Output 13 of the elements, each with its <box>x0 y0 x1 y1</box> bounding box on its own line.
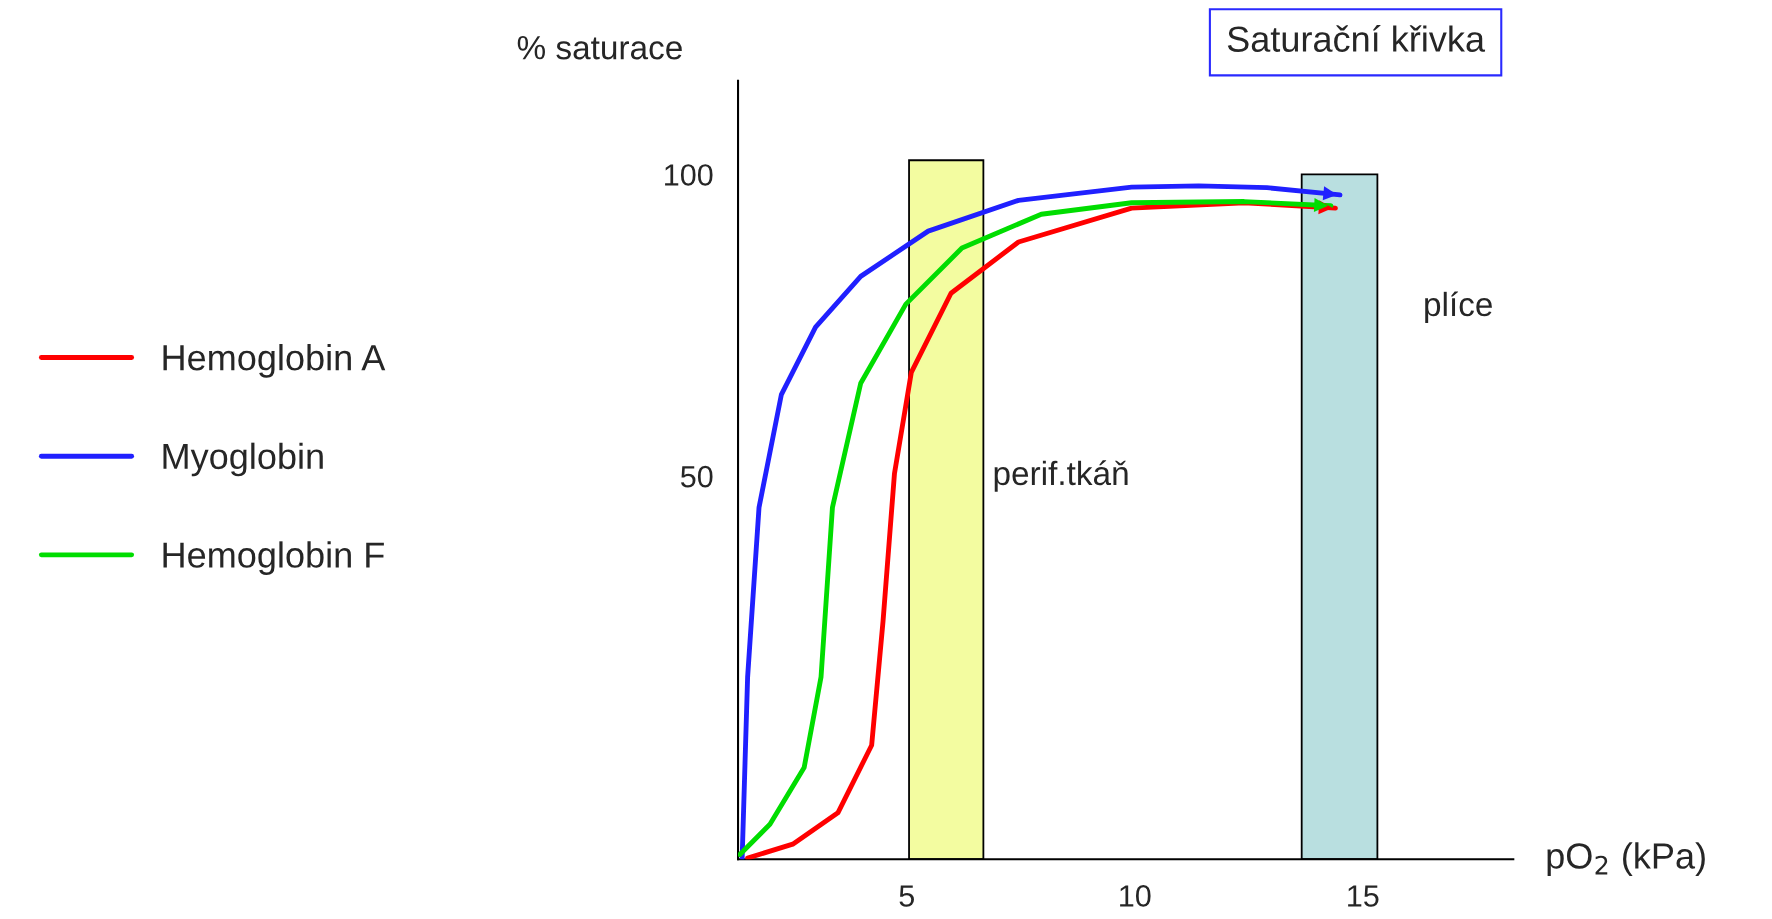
y-tick-label: 100 <box>665 164 713 186</box>
legend-label: Hemoglobin A <box>163 344 386 378</box>
band-label: plíce <box>1425 291 1492 323</box>
band-label: perif.tkáň <box>994 460 1128 492</box>
x-axis-title: pO$_{2}$ (kPa) <box>1547 842 1705 876</box>
x-tick-label: 10 <box>1120 885 1151 907</box>
x-tick-label: 5 <box>899 885 914 907</box>
y-tick-label: 50 <box>680 465 713 488</box>
legend-label: Hemoglobin F <box>163 541 384 575</box>
y-axis-title: % saturace <box>517 36 682 60</box>
x-tick-label: 15 <box>1348 885 1379 907</box>
chart-title: Saturační křivka <box>1227 25 1486 52</box>
legend-label: Myoglobin <box>163 442 323 477</box>
